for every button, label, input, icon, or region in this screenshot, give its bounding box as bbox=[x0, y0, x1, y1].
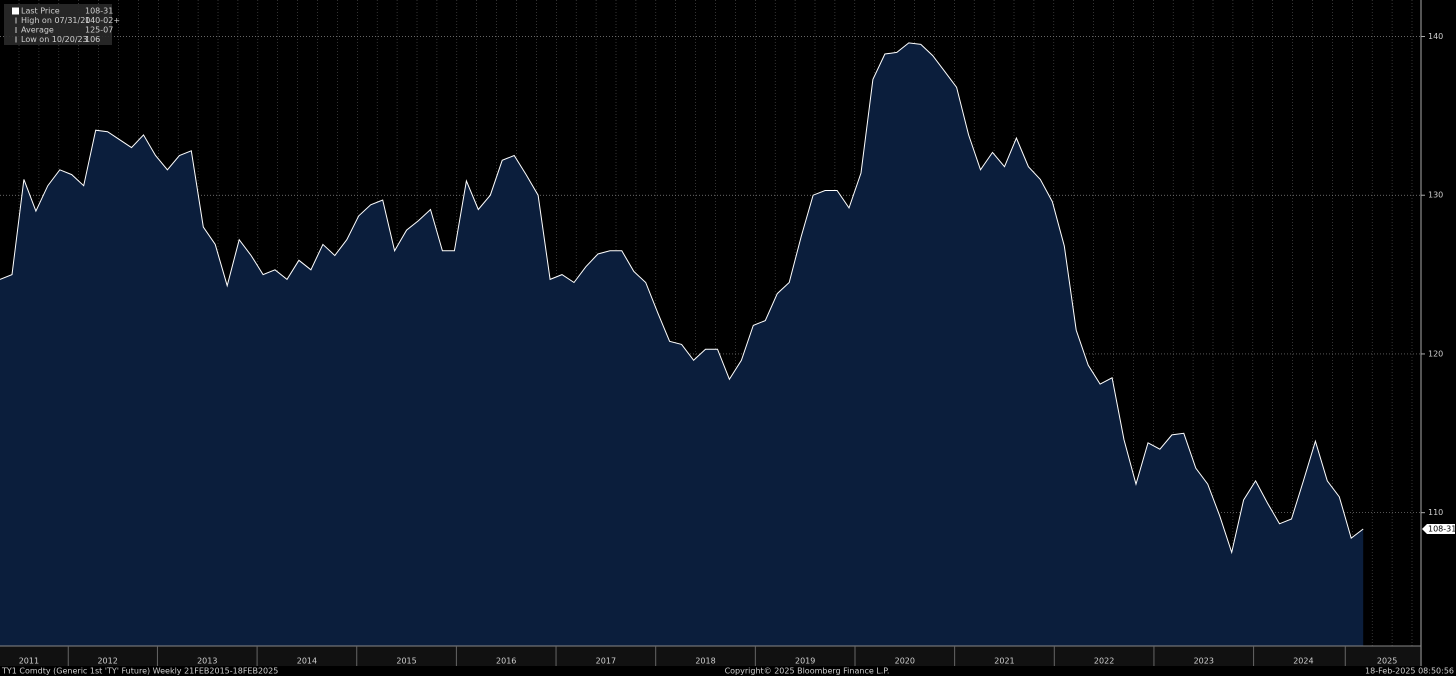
x-tick-label: 2012 bbox=[97, 657, 117, 666]
x-tick-label: 2021 bbox=[994, 657, 1014, 666]
x-axis-strip bbox=[0, 646, 1420, 666]
y-tick-label: 110 bbox=[1428, 508, 1443, 517]
footer-center: Copyright© 2025 Bloomberg Finance L.P. bbox=[725, 667, 890, 676]
y-tick-label: 120 bbox=[1428, 349, 1443, 358]
x-tick-label: 2017 bbox=[596, 657, 616, 666]
legend-value: 106 bbox=[85, 35, 100, 44]
legend-value: 140-02+ bbox=[85, 16, 120, 25]
line bbox=[0, 42, 1364, 555]
footer-right: 18-Feb-2025 08:50:56 bbox=[1365, 667, 1454, 676]
footer-left: TY1 Comdty (Generic 1st 'TY' Future) Wee… bbox=[1, 667, 278, 676]
x-tick-label: 2014 bbox=[297, 657, 317, 666]
x-tick-label: 2018 bbox=[695, 657, 715, 666]
x-tick-label: 2015 bbox=[396, 657, 416, 666]
legend-value: 108-31 bbox=[85, 7, 113, 16]
last-price-tag-label: 108-31 bbox=[1428, 525, 1456, 534]
legend-label: Last Price bbox=[21, 7, 60, 16]
last-price-tag bbox=[1422, 524, 1455, 535]
x-tick-label: 2019 bbox=[795, 657, 815, 666]
y-tick-label: 130 bbox=[1428, 191, 1443, 200]
x-tick-label: 2013 bbox=[197, 657, 217, 666]
legend-label: Average bbox=[21, 26, 54, 35]
x-tick-label: 2024 bbox=[1293, 657, 1313, 666]
x-tick-label: 2016 bbox=[496, 657, 516, 666]
legend-label: High on 07/31/20 bbox=[21, 16, 90, 25]
axes: 110 120 130 140 2011 2012 2013 2014 2015 2016 2017… bbox=[19, 32, 1456, 666]
legend-label: Low on 10/20/23 bbox=[21, 35, 88, 44]
x-tick-label: 2011 bbox=[19, 657, 39, 666]
x-tick-label: 2025 bbox=[1377, 657, 1397, 666]
marks bbox=[0, 42, 1364, 646]
legend-value: 125-07 bbox=[85, 26, 113, 35]
legend-box bbox=[4, 4, 112, 45]
y-tick-label: 140 bbox=[1428, 32, 1443, 41]
legend-swatch bbox=[12, 7, 19, 15]
x-tick-label: 2023 bbox=[1194, 657, 1214, 666]
x-tick-label: 2022 bbox=[1094, 657, 1114, 666]
x-tick-label: 2020 bbox=[895, 657, 915, 666]
